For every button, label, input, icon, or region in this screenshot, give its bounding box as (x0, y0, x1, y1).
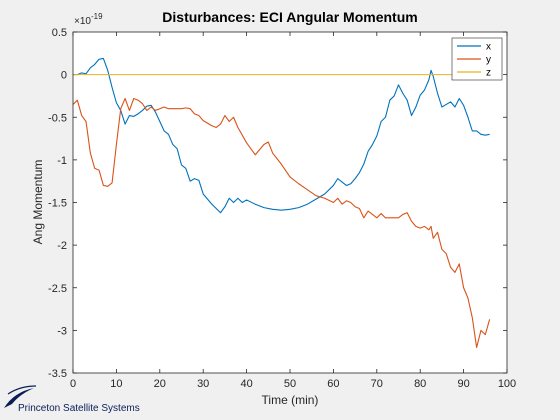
plot-area (73, 32, 507, 373)
y-tick-label: -2 (57, 240, 67, 252)
y-tick-label: -3.5 (48, 368, 67, 380)
x-tick-label: 70 (371, 378, 383, 390)
x-tick-label: 20 (154, 378, 166, 390)
y-tick-label: -1 (57, 155, 67, 167)
swoosh-icon (7, 385, 37, 395)
legend[interactable]: xyz (451, 37, 503, 81)
tick-labels: 0 10 20 30 40 50 60 70 80 90 100 0.5 0 -0.5 -1 -1.5 -2 -2… (48, 27, 516, 390)
y-tick-label: 0 (61, 70, 67, 82)
chart-title: Disturbances: ECI Angular Momentum (162, 9, 417, 25)
y-tick-label: -1.5 (48, 198, 67, 210)
x-axis-label: Time (min) (262, 393, 319, 407)
axes-border (72, 31, 508, 374)
y-tick-label: -0.5 (48, 112, 67, 124)
series-line-x (73, 57, 490, 214)
x-tick-label: 80 (414, 378, 426, 390)
legend-label-x: x (486, 42, 491, 53)
swoosh-icon (4, 388, 34, 408)
y-axis-label: Ang Momentum (31, 160, 45, 245)
x-tick-label: 40 (240, 378, 252, 390)
princeton-satellite-systems-logo: Princeton Satellite Systems (4, 385, 140, 414)
x-tick-label: 90 (457, 378, 469, 390)
x-tick-label: 10 (110, 378, 122, 390)
legend-label-y: y (486, 55, 491, 66)
brand-name: Princeton Satellite Systems (18, 403, 140, 414)
x-tick-label: 50 (284, 378, 296, 390)
x-tick-label: 60 (327, 378, 339, 390)
data-series (72, 57, 491, 348)
legend-label-z: z (486, 68, 491, 79)
y-tick-label: -3 (57, 325, 67, 337)
y-exponent-label: ×10-19 (74, 12, 103, 27)
x-tick-label: 30 (197, 378, 209, 390)
x-tick-label: 0 (70, 378, 76, 390)
x-tick-label: 100 (498, 378, 516, 390)
y-tick-label: 0.5 (52, 27, 67, 39)
y-tick-label: -2.5 (48, 283, 67, 295)
series-line-y (72, 97, 491, 348)
